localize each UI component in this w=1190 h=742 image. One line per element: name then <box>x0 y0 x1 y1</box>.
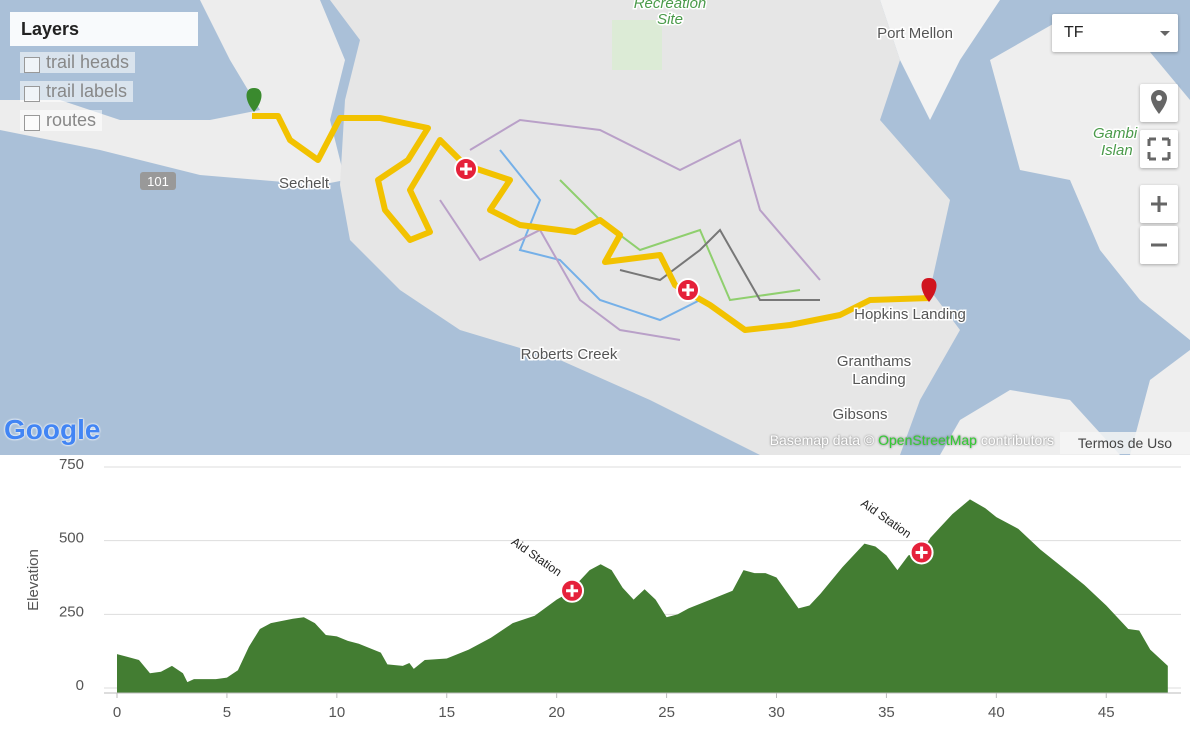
y-tick-label: 750 <box>59 456 84 473</box>
place-label: Granthams <box>837 353 911 370</box>
highway-label: 101 <box>147 174 169 189</box>
land <box>880 0 1000 120</box>
annotation-label: Aid Station <box>858 496 914 541</box>
icon <box>1151 243 1167 247</box>
aid-marker <box>454 157 478 181</box>
x-tick-label: 45 <box>1098 704 1115 721</box>
zoom-in-button[interactable] <box>1140 185 1178 223</box>
fullscreen-button[interactable] <box>1140 130 1178 168</box>
place-label: Landing <box>852 371 905 388</box>
layers-title: Layers <box>10 12 198 46</box>
island <box>1130 350 1190 455</box>
x-tick-label: 35 <box>878 704 895 721</box>
y-tick-label: 500 <box>59 530 84 547</box>
map[interactable]: 101 Recreation Site Port Mellon Gambi Is… <box>0 0 1190 455</box>
place-label: Islan <box>1101 142 1133 159</box>
x-tick-label: 20 <box>548 704 565 721</box>
place-label: Hopkins Landing <box>854 306 966 323</box>
x-tick-label: 30 <box>768 704 785 721</box>
land <box>330 0 960 455</box>
attribution-text: contributors <box>980 432 1054 448</box>
icon <box>1151 90 1167 114</box>
place-label: Port Mellon <box>877 25 953 42</box>
x-tick-label: 15 <box>438 704 455 721</box>
layer-toggle[interactable]: routes <box>20 110 103 131</box>
x-tick-label: 0 <box>113 704 121 721</box>
place-label: Sechelt <box>279 175 330 192</box>
trails <box>439 118 821 341</box>
icon <box>1151 196 1167 212</box>
terms-link[interactable]: Termos de Uso <box>1060 432 1190 454</box>
elevation-area <box>117 499 1168 693</box>
place-label: Gibsons <box>832 406 887 423</box>
start-pin[interactable] <box>246 88 262 112</box>
aid-icon <box>915 546 928 559</box>
finish-pin[interactable] <box>921 278 937 302</box>
attribution: Basemap data © OpenStreetMap contributor… <box>770 432 1054 448</box>
aid-station: Aid Station <box>509 534 585 603</box>
y-tick-label: 250 <box>59 603 84 620</box>
place-label: Site <box>657 11 683 28</box>
map-canvas: 101 Recreation Site Port Mellon Gambi Is… <box>0 0 1190 455</box>
locate-button[interactable] <box>1140 84 1178 122</box>
attribution-text: Basemap data © <box>769 432 875 448</box>
layer-toggle[interactable]: trail heads <box>20 52 136 73</box>
land <box>0 0 345 185</box>
place-label: Roberts Creek <box>521 346 618 363</box>
route <box>252 113 931 333</box>
park <box>612 20 662 70</box>
y-axis-label: Elevation <box>25 549 42 611</box>
aid-marker <box>676 278 700 302</box>
x-tick-label: 25 <box>658 704 675 721</box>
icon <box>1147 137 1171 161</box>
place-label: Recreation <box>634 0 707 12</box>
y-tick-label: 0 <box>76 677 84 694</box>
highway-shield <box>140 172 176 190</box>
attribution-link[interactable]: OpenStreetMap <box>878 432 977 448</box>
x-tick-label: 40 <box>988 704 1005 721</box>
annotation-label: Aid Station <box>509 534 565 579</box>
elevation-chart: Elevation 0 250 500 750 0 5 10 15 20 25 30 35 40 45 Ai… <box>25 456 1181 721</box>
x-tick-label: 10 <box>328 704 345 721</box>
layer-toggle[interactable]: trail labels <box>20 81 134 102</box>
logo: Google <box>4 414 101 445</box>
zoom-out-button[interactable] <box>1140 226 1178 264</box>
x-tick-label: 5 <box>223 704 231 721</box>
place-label: Gambi <box>1093 125 1138 142</box>
aid-icon <box>566 584 579 597</box>
route-select[interactable]: TF <box>1052 14 1178 52</box>
